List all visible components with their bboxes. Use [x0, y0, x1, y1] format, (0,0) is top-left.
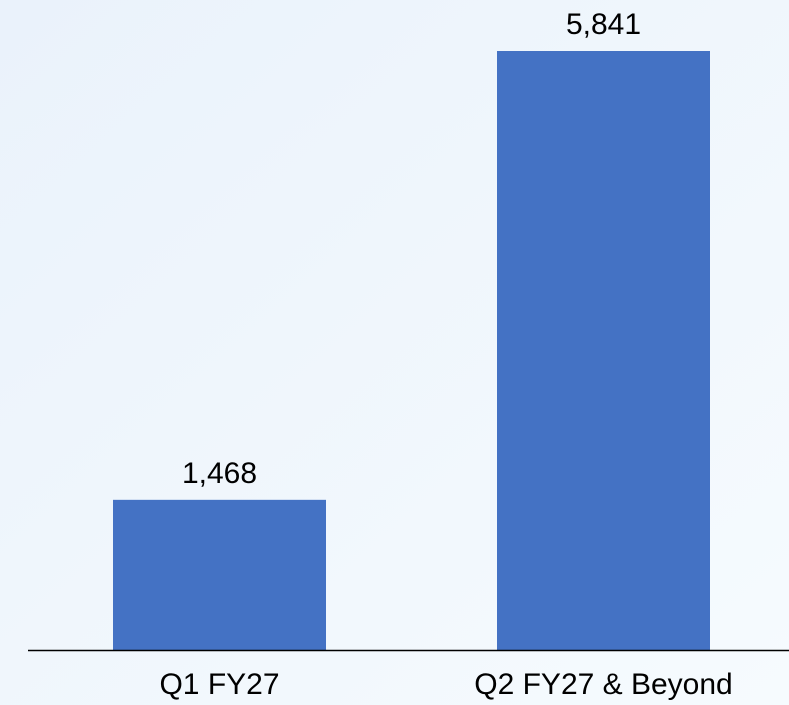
x-tick-label: Q2 FY27 & Beyond: [474, 668, 733, 701]
bar: [497, 51, 710, 651]
x-tick-label: Q1 FY27: [159, 668, 279, 701]
value-label: 5,841: [566, 8, 641, 41]
value-label: 1,468: [182, 457, 257, 490]
bar: [113, 499, 326, 651]
